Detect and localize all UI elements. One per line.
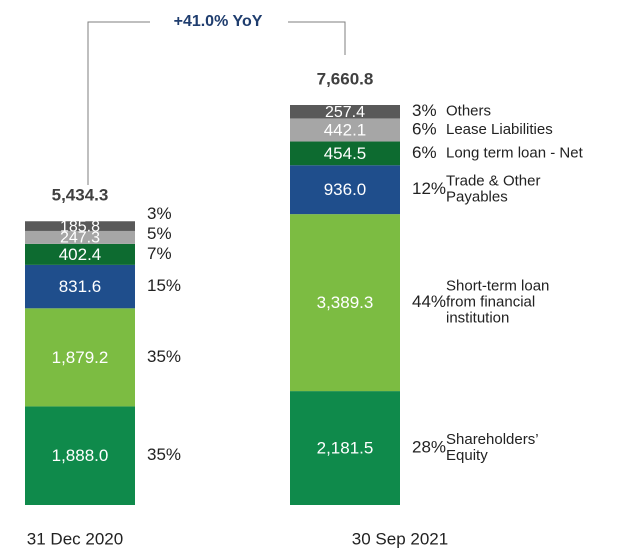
legend-label: Others [446, 103, 491, 120]
x-tick-label: 31 Dec 2020 [27, 529, 123, 548]
percent-label: 28% [412, 438, 446, 457]
percent-label: 6% [412, 143, 437, 162]
bar-segment [290, 105, 400, 119]
value-label: 3,389.3 [317, 293, 374, 312]
bracket-right [288, 21, 346, 55]
bar-segment [25, 308, 135, 407]
value-label: 257.4 [325, 104, 365, 121]
legend-label: Short-term loan from financial institution [446, 278, 549, 327]
percent-label: 7% [147, 244, 172, 263]
bar-segment [25, 243, 135, 265]
value-label: 2,181.5 [317, 439, 374, 458]
percent-label: 12% [412, 179, 446, 198]
percent-label: 5% [147, 224, 172, 243]
bracket-left [87, 21, 150, 185]
bar-segment [290, 118, 400, 142]
yoy-bracket [87, 21, 346, 185]
legend-label: Long term loan - Net [446, 144, 584, 161]
bar-segment [25, 230, 135, 244]
bar-segment [290, 141, 400, 166]
percent-label: 3% [147, 204, 172, 223]
x-tick-label: 30 Sep 2021 [352, 529, 448, 548]
total-label: 7,660.8 [317, 69, 374, 88]
value-label: 454.5 [324, 144, 367, 163]
value-label: 185.8 [60, 218, 100, 235]
bar-segment [25, 406, 135, 505]
legend-label: Shareholders’ Equity [446, 431, 539, 464]
percent-label: 15% [147, 276, 181, 295]
yoy-annotation: +41.0% YoY [174, 13, 263, 30]
total-label: 5,434.3 [52, 186, 109, 205]
percent-label: 35% [147, 445, 181, 464]
percent-label: 35% [147, 347, 181, 366]
value-label: 402.4 [59, 245, 102, 264]
legend-label: Lease Liabilities [446, 121, 553, 138]
value-label: 442.1 [324, 120, 367, 139]
bar-segment [25, 264, 135, 309]
percent-label: 6% [412, 119, 437, 138]
value-label: 936.0 [324, 180, 367, 199]
value-label: 1,888.0 [52, 446, 109, 465]
bar-segment [25, 221, 135, 231]
bar-segment [290, 391, 400, 505]
value-label: 1,879.2 [52, 348, 109, 367]
percent-label: 44% [412, 292, 446, 311]
value-label: 831.6 [59, 277, 102, 296]
bar-segment [290, 214, 400, 392]
bar-segment [290, 165, 400, 215]
value-label: 247.3 [60, 230, 100, 247]
percent-label: 3% [412, 101, 437, 120]
legend-label: Trade & Other Payables [446, 173, 540, 206]
